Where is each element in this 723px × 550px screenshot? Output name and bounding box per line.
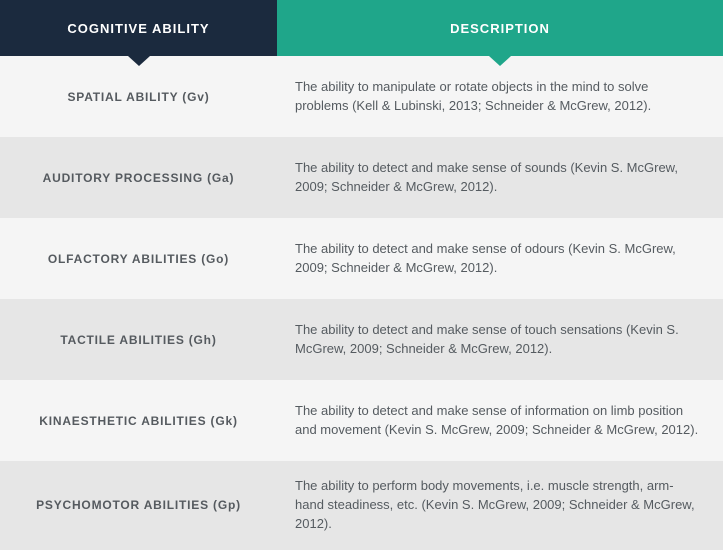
table-row: TACTILE ABILITIES (Gh)The ability to det… — [0, 299, 723, 380]
ability-description: The ability to manipulate or rotate obje… — [277, 56, 723, 137]
ability-description: The ability to detect and make sense of … — [277, 380, 723, 461]
table-row: OLFACTORY ABILITIES (Go)The ability to d… — [0, 218, 723, 299]
chevron-down-icon — [489, 56, 511, 66]
ability-label: SPATIAL ABILITY (Gv) — [0, 56, 277, 137]
ability-label: KINAESTHETIC ABILITIES (Gk) — [0, 380, 277, 461]
table-row: AUDITORY PROCESSING (Ga)The ability to d… — [0, 137, 723, 218]
table-body: SPATIAL ABILITY (Gv)The ability to manip… — [0, 56, 723, 550]
header-right-label: DESCRIPTION — [450, 21, 550, 36]
ability-label: TACTILE ABILITIES (Gh) — [0, 299, 277, 380]
table-row: SPATIAL ABILITY (Gv)The ability to manip… — [0, 56, 723, 137]
header-description: DESCRIPTION — [277, 0, 723, 56]
ability-description: The ability to perform body movements, i… — [277, 461, 723, 550]
header-cognitive-ability: COGNITIVE ABILITY — [0, 0, 277, 56]
ability-label: OLFACTORY ABILITIES (Go) — [0, 218, 277, 299]
ability-description: The ability to detect and make sense of … — [277, 137, 723, 218]
table-row: PSYCHOMOTOR ABILITIES (Gp)The ability to… — [0, 461, 723, 550]
chevron-down-icon — [128, 56, 150, 66]
ability-label: AUDITORY PROCESSING (Ga) — [0, 137, 277, 218]
ability-label: PSYCHOMOTOR ABILITIES (Gp) — [0, 461, 277, 550]
table-header-row: COGNITIVE ABILITY DESCRIPTION — [0, 0, 723, 56]
ability-description: The ability to detect and make sense of … — [277, 218, 723, 299]
header-left-label: COGNITIVE ABILITY — [67, 21, 209, 36]
ability-description: The ability to detect and make sense of … — [277, 299, 723, 380]
table-row: KINAESTHETIC ABILITIES (Gk)The ability t… — [0, 380, 723, 461]
abilities-table: COGNITIVE ABILITY DESCRIPTION SPATIAL AB… — [0, 0, 723, 550]
